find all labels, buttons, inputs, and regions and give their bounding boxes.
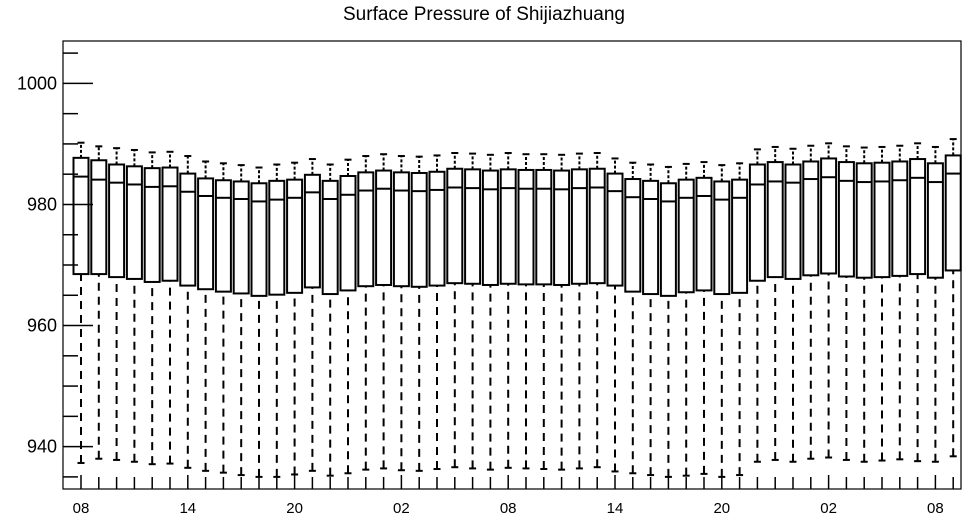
- x-tick-label: 20: [286, 500, 303, 517]
- box: [606, 172, 624, 287]
- box: [731, 178, 749, 294]
- box: [909, 158, 927, 276]
- box: [766, 161, 784, 279]
- x-tick-label: 08: [73, 500, 90, 517]
- x-tick-label: 02: [820, 500, 837, 517]
- box: [891, 160, 909, 277]
- x-tick-label: 02: [393, 500, 410, 517]
- box: [268, 179, 286, 296]
- box: [90, 159, 108, 276]
- box: [570, 168, 588, 285]
- box: [837, 161, 855, 278]
- x-tick-label: 14: [179, 500, 196, 517]
- box: [321, 179, 339, 296]
- box: [428, 170, 446, 287]
- box: [286, 178, 304, 294]
- box: [250, 182, 268, 297]
- box: [517, 168, 535, 286]
- box: [214, 179, 232, 293]
- x-tick-label: 20: [713, 500, 730, 517]
- y-tick-label: 940: [27, 437, 57, 457]
- y-tick-label: 960: [27, 316, 57, 336]
- box: [820, 157, 838, 275]
- x-tick-label: 08: [500, 500, 517, 517]
- box: [197, 177, 215, 291]
- box: [499, 168, 517, 285]
- box: [232, 180, 250, 295]
- box: [357, 171, 375, 288]
- x-tick-label: 08: [927, 500, 944, 517]
- box: [535, 168, 553, 286]
- y-tick-label: 1000: [17, 73, 57, 93]
- box: [481, 169, 499, 286]
- box: [125, 165, 143, 280]
- box: [179, 172, 197, 287]
- box: [588, 167, 606, 285]
- box: [926, 162, 944, 279]
- y-tick-label: 980: [27, 194, 57, 214]
- box: [339, 175, 357, 292]
- box: [624, 178, 642, 293]
- box: [392, 171, 410, 288]
- box: [695, 176, 713, 292]
- box: [713, 180, 731, 296]
- box: [446, 167, 464, 285]
- box: [303, 173, 321, 289]
- box: [375, 169, 393, 286]
- box: [642, 179, 660, 296]
- box: [72, 156, 90, 276]
- box: [855, 162, 873, 279]
- box: [464, 168, 482, 285]
- box: [784, 163, 802, 280]
- box: [410, 171, 428, 288]
- box: [677, 178, 695, 294]
- box: [143, 167, 161, 283]
- box: [659, 182, 677, 297]
- box: [802, 160, 820, 277]
- box: [748, 163, 766, 282]
- box: [108, 163, 126, 279]
- x-tick-label: 14: [607, 500, 624, 517]
- box: [553, 169, 571, 286]
- box: [161, 166, 179, 282]
- box: [873, 161, 891, 279]
- chart-title: Surface Pressure of Shijiazhuang: [343, 4, 625, 25]
- box: [944, 154, 962, 272]
